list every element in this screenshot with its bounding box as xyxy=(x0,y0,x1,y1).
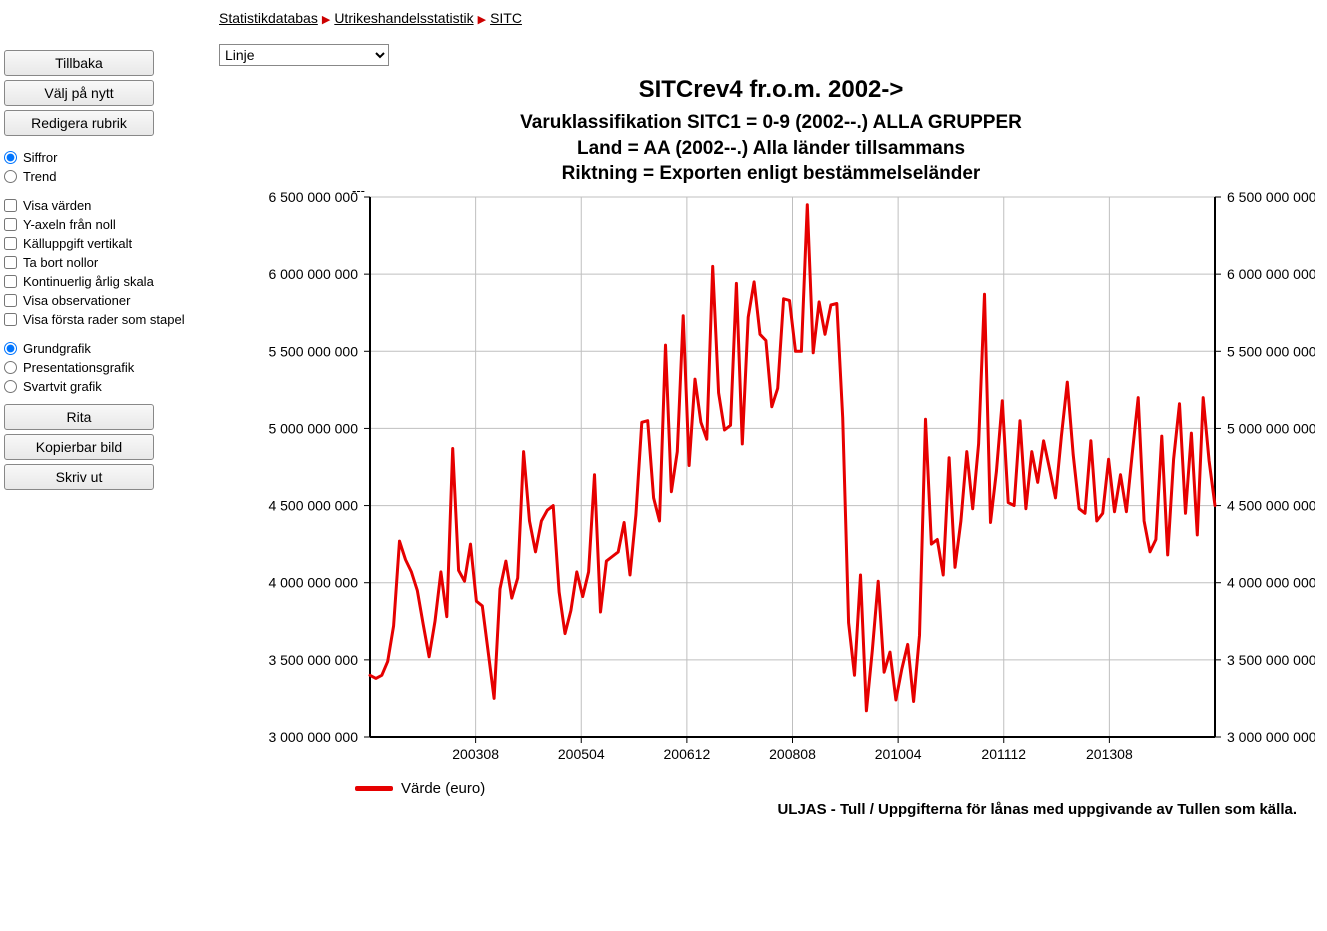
breadcrumb-link[interactable]: Utrikeshandelsstatistik xyxy=(334,10,473,26)
checkbox-option[interactable]: Visa värden xyxy=(4,198,215,213)
checkbox-option[interactable]: Kontinuerlig årlig skala xyxy=(4,274,215,289)
checkbox-input[interactable] xyxy=(4,218,17,231)
chart-legend: Värde (euro) xyxy=(355,780,1327,797)
radio-option[interactable]: Siffror xyxy=(4,150,215,165)
svg-text:5 500 000 000: 5 500 000 000 xyxy=(1227,343,1315,359)
svg-text:6 500 000 000: 6 500 000 000 xyxy=(268,189,358,205)
checkbox-label: Visa första rader som stapel xyxy=(23,312,185,327)
chart-titles: SITCrev4 fr.o.m. 2002-> Varuklassifikati… xyxy=(215,76,1327,187)
svg-text:3 500 000 000: 3 500 000 000 xyxy=(268,652,358,668)
button-kopierbar-bild[interactable]: Kopierbar bild xyxy=(4,434,154,460)
button-tillbaka[interactable]: Tillbaka xyxy=(4,50,154,76)
checkbox-input[interactable] xyxy=(4,294,17,307)
svg-text:200504: 200504 xyxy=(558,746,605,762)
button-redigera-rubrik[interactable]: Redigera rubrik xyxy=(4,110,154,136)
radio-option[interactable]: Grundgrafik xyxy=(4,341,215,356)
legend-label: Värde (euro) xyxy=(401,780,485,797)
svg-text:6 000 000 000: 6 000 000 000 xyxy=(268,266,358,282)
radio-label: Grundgrafik xyxy=(23,341,91,356)
breadcrumb-link[interactable]: Statistikdatabas xyxy=(219,10,318,26)
checkbox-label: Visa observationer xyxy=(23,293,130,308)
svg-text:3 000 000 000: 3 000 000 000 xyxy=(268,729,358,745)
svg-text:---: --- xyxy=(352,187,365,198)
checkbox-option[interactable]: Källuppgift vertikalt xyxy=(4,236,215,251)
breadcrumb: Statistikdatabas▶Utrikeshandelsstatistik… xyxy=(219,10,1327,26)
radio-label: Presentationsgrafik xyxy=(23,360,134,375)
radio-input[interactable] xyxy=(4,342,17,355)
checkbox-option[interactable]: Visa första rader som stapel xyxy=(4,312,215,327)
radio-label: Siffror xyxy=(23,150,57,165)
checkbox-input[interactable] xyxy=(4,237,17,250)
radio-option[interactable]: Trend xyxy=(4,169,215,184)
checkbox-label: Ta bort nollor xyxy=(23,255,98,270)
checkbox-option[interactable]: Y-axeln från noll xyxy=(4,217,215,232)
svg-text:4 000 000 000: 4 000 000 000 xyxy=(1227,575,1315,591)
svg-text:200612: 200612 xyxy=(664,746,711,762)
radio-input[interactable] xyxy=(4,361,17,374)
radio-label: Svartvit grafik xyxy=(23,379,102,394)
svg-text:5 000 000 000: 5 000 000 000 xyxy=(1227,420,1315,436)
svg-text:4 000 000 000: 4 000 000 000 xyxy=(268,575,358,591)
checkbox-input[interactable] xyxy=(4,275,17,288)
svg-text:6 500 000 000: 6 500 000 000 xyxy=(1227,189,1315,205)
radio-option[interactable]: Presentationsgrafik xyxy=(4,360,215,375)
breadcrumb-sep-icon: ▶ xyxy=(318,14,334,26)
radio-input[interactable] xyxy=(4,380,17,393)
line-chart: 3 000 000 000 3 000 000 000 3 500 000 000 3… xyxy=(215,187,1315,767)
main-content: Statistikdatabas▶Utrikeshandelsstatistik… xyxy=(215,0,1327,818)
button-v-lj-p-nytt[interactable]: Välj på nytt xyxy=(4,80,154,106)
checkbox-input[interactable] xyxy=(4,313,17,326)
svg-text:6 000 000 000: 6 000 000 000 xyxy=(1227,266,1315,282)
checkbox-option[interactable]: Visa observationer xyxy=(4,293,215,308)
checkbox-label: Kontinuerlig årlig skala xyxy=(23,274,154,289)
svg-text:201004: 201004 xyxy=(875,746,922,762)
radio-label: Trend xyxy=(23,169,56,184)
legend-swatch xyxy=(355,786,393,791)
button-rita[interactable]: Rita xyxy=(4,404,154,430)
sidebar: Tillbaka Välj på nytt Redigera rubrik Siff… xyxy=(0,0,215,818)
chart-subtitle-3: Riktning = Exporten enligt bestämmelselä… xyxy=(215,161,1327,187)
checkbox-label: Källuppgift vertikalt xyxy=(23,236,132,251)
button-skriv-ut[interactable]: Skriv ut xyxy=(4,464,154,490)
svg-text:4 500 000 000: 4 500 000 000 xyxy=(1227,497,1315,513)
svg-text:5 000 000 000: 5 000 000 000 xyxy=(268,420,358,436)
checkbox-input[interactable] xyxy=(4,199,17,212)
checkbox-label: Visa värden xyxy=(23,198,91,213)
svg-text:201112: 201112 xyxy=(981,746,1026,762)
svg-text:3 500 000 000: 3 500 000 000 xyxy=(1227,652,1315,668)
radio-input[interactable] xyxy=(4,170,17,183)
chart-footer: ULJAS - Tull / Uppgifterna för lånas med… xyxy=(215,801,1327,818)
radio-option[interactable]: Svartvit grafik xyxy=(4,379,215,394)
chart-title-main: SITCrev4 fr.o.m. 2002-> xyxy=(215,76,1327,104)
svg-text:5 500 000 000: 5 500 000 000 xyxy=(268,343,358,359)
svg-text:201308: 201308 xyxy=(1086,746,1133,762)
checkbox-label: Y-axeln från noll xyxy=(23,217,116,232)
checkbox-input[interactable] xyxy=(4,256,17,269)
chart-type-select[interactable]: Linje xyxy=(219,44,389,66)
chart-subtitle-1: Varuklassifikation SITC1 = 0-9 (2002--.)… xyxy=(215,110,1327,136)
svg-text:4 500 000 000: 4 500 000 000 xyxy=(268,497,358,513)
radio-input[interactable] xyxy=(4,151,17,164)
breadcrumb-link[interactable]: SITC xyxy=(490,10,522,26)
chart-subtitle-2: Land = AA (2002--.) Alla länder tillsamm… xyxy=(215,136,1327,162)
breadcrumb-sep-icon: ▶ xyxy=(474,14,490,26)
svg-text:3 000 000 000: 3 000 000 000 xyxy=(1227,729,1315,745)
svg-text:200308: 200308 xyxy=(452,746,499,762)
checkbox-option[interactable]: Ta bort nollor xyxy=(4,255,215,270)
svg-text:200808: 200808 xyxy=(769,746,816,762)
